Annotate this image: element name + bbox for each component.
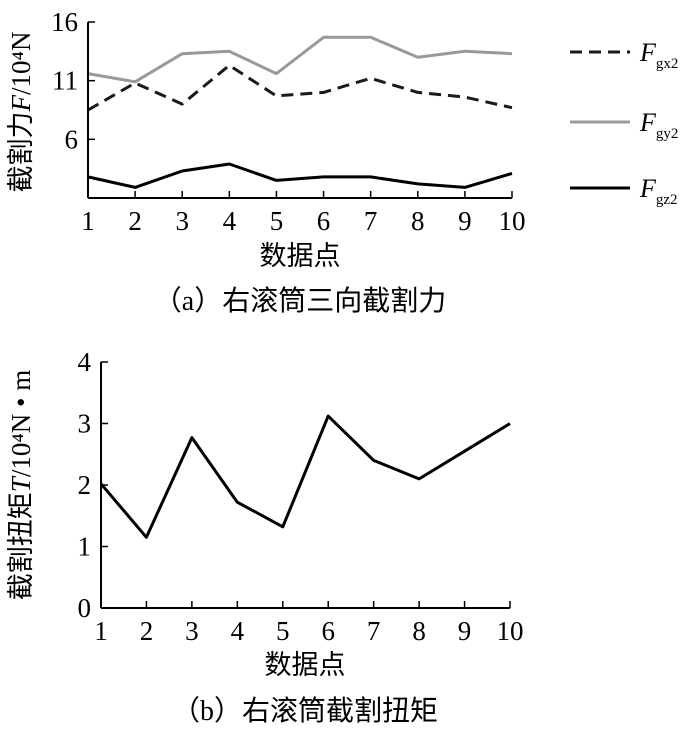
panel-a-x-tick-label: 2	[128, 206, 142, 236]
panel-a-x-tick-label: 5	[270, 206, 284, 236]
panel-b-y-tick-label: 0	[78, 593, 92, 623]
panel-a-y-tick-label: 6	[65, 124, 79, 154]
panel-b-y-label-prefix: 截割扭矩	[6, 492, 36, 600]
panel-a-series-line-fgz2	[87, 162, 513, 189]
panel-a-y-tick-label: 16	[51, 7, 78, 37]
panel-b-series-line-t	[99, 414, 511, 539]
panel-b-x-tick-label: 4	[231, 616, 245, 646]
panel-b-x-label: 数据点	[265, 650, 346, 680]
legend-label-fgy2: Fgy2	[639, 108, 678, 142]
panel-b-y-tick-label: 2	[78, 470, 92, 500]
legend-label-fgz2: Fgz2	[639, 174, 678, 208]
panel-a-y-ticks: 6 11 16	[51, 7, 95, 154]
panel-b-x-ticks: 1 2 3 4 5 6 7 8 9 10	[94, 601, 524, 646]
legend-label-fgx2: Fgx2	[639, 38, 678, 72]
panel-a: 6 11 16 1 2 3 4 5 6 7 8 9 10 截割力F/10⁴N 数据点 （a）右滚筒三向…	[6, 7, 678, 317]
panel-a-series-line-fgy2	[87, 35, 513, 84]
panel-a-y-tick-label: 11	[52, 66, 78, 96]
panel-a-y-label: 截割力F/10⁴N	[6, 32, 36, 193]
panel-b-caption: （b）右滚筒截割扭矩	[172, 695, 438, 727]
panel-a-x-tick-label: 10	[499, 206, 526, 236]
panel-b-x-tick-label: 10	[497, 616, 524, 646]
panel-b-y-ticks: 0 1 2 3 4	[78, 347, 108, 623]
panel-a-x-tick-label: 8	[411, 206, 425, 236]
panel-a-series-line-fgx2	[87, 63, 513, 112]
panel-b-y-label-var: T	[6, 475, 36, 492]
panel-b-y-label: 截割扭矩T/10⁴N • m	[6, 370, 36, 600]
panel-a-x-label: 数据点	[260, 241, 341, 271]
panel-a-x-tick-label: 3	[175, 206, 189, 236]
panel-a-x-ticks: 1 2 3 4 5 6 7 8 9 10	[81, 191, 526, 236]
panel-b-series	[99, 414, 511, 539]
panel-b-y-label-unit: /10⁴N • m	[6, 370, 36, 477]
panel-b-x-tick-label: 9	[458, 616, 472, 646]
panel-b-x-tick-label: 6	[321, 616, 335, 646]
panel-a-x-tick-label: 1	[81, 206, 95, 236]
panel-a-y-label-unit: /10⁴N	[6, 32, 36, 95]
panel-b-x-tick-label: 1	[94, 616, 108, 646]
panel-a-caption: （a）右滚筒三向截割力	[154, 285, 446, 317]
panel-b-x-tick-label: 5	[276, 616, 290, 646]
panel-b-y-tick-label: 1	[78, 532, 92, 562]
panel-b-y-tick-label: 4	[78, 347, 92, 377]
panel-a-x-tick-label: 7	[364, 206, 378, 236]
panel-b-x-tick-label: 8	[412, 616, 426, 646]
panel-a-y-label-var: F	[6, 94, 36, 112]
panel-b-x-tick-label: 3	[185, 616, 199, 646]
panel-a-legend: Fgx2 Fgy2 Fgz2	[570, 38, 678, 208]
panel-b-x-tick-label: 2	[140, 616, 154, 646]
panel-a-x-tick-label: 9	[458, 206, 472, 236]
panel-a-x-tick-label: 6	[317, 206, 331, 236]
panel-a-series	[87, 35, 513, 189]
panel-b-x-tick-label: 7	[367, 616, 381, 646]
panel-a-x-tick-label: 4	[223, 206, 237, 236]
panel-a-y-label-prefix: 截割力	[6, 111, 36, 192]
panel-b-y-tick-label: 3	[78, 409, 92, 439]
